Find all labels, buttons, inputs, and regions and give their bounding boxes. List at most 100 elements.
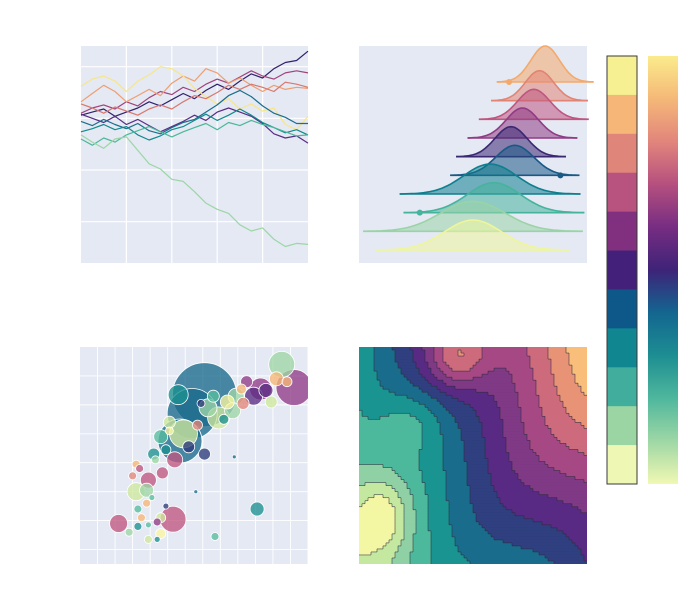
contour-cell (455, 461, 459, 466)
contour-cell (584, 488, 587, 493)
contour-cell (377, 449, 381, 454)
contour-cell (554, 467, 558, 472)
contour-cell (437, 476, 441, 481)
contour-cell (359, 401, 363, 405)
contour-cell (536, 533, 540, 538)
contour-cell (473, 359, 477, 363)
contour-cell (407, 422, 411, 426)
contour-cell (386, 365, 390, 369)
contour-cell (560, 401, 564, 405)
contour-cell (434, 437, 438, 442)
contour-cell (401, 407, 405, 411)
contour-cell (515, 455, 519, 460)
contour-cell (392, 500, 396, 505)
contour-cell (521, 431, 525, 435)
contour-cell (434, 434, 438, 439)
contour-cell (452, 392, 456, 396)
contour-cell (389, 479, 393, 484)
contour-cell (578, 404, 582, 408)
contour-cell (518, 464, 522, 469)
contour-cell (479, 395, 483, 399)
contour-cell (443, 443, 447, 448)
contour-cell (464, 536, 468, 541)
contour-cell (569, 395, 573, 399)
contour-cell (530, 359, 534, 363)
contour-cell (446, 473, 450, 478)
contour-cell (533, 467, 537, 472)
contour-cell (473, 437, 477, 442)
bubble-scatter-chart (80, 347, 309, 564)
contour-cell (443, 533, 447, 538)
contour-cell (494, 455, 498, 460)
contour-cell (548, 398, 552, 402)
contour-cell (581, 404, 585, 408)
contour-cell (467, 347, 471, 351)
contour-cell (377, 488, 381, 493)
contour-cell (449, 410, 453, 414)
contour-cell (413, 386, 417, 390)
contour-cell (512, 350, 516, 354)
contour-cell (494, 509, 498, 514)
contour-cell (371, 416, 375, 420)
contour-cell (563, 503, 567, 508)
contour-cell (566, 470, 570, 475)
contour-cell (503, 512, 507, 517)
contour-cell (533, 488, 537, 493)
contour-cell (392, 413, 396, 417)
contour-cell (437, 356, 441, 360)
contour-cell (500, 518, 504, 523)
contour-cell (401, 500, 405, 505)
contour-cell (503, 533, 507, 538)
contour-cell (494, 422, 498, 426)
contour-cell (542, 440, 546, 445)
contour-cell (494, 407, 498, 411)
contour-cell (431, 362, 435, 366)
contour-cell (536, 473, 540, 478)
contour-cell (461, 359, 465, 363)
contour-cell (458, 359, 462, 363)
contour-cell (362, 398, 366, 402)
contour-cell (494, 395, 498, 399)
contour-cell (542, 470, 546, 475)
contour-cell (494, 497, 498, 502)
contour-cell (551, 431, 555, 435)
contour-cell (407, 458, 411, 463)
contour-cell (452, 395, 456, 399)
contour-cell (431, 476, 435, 481)
contour-cell (581, 527, 585, 532)
contour-cell (374, 404, 378, 408)
contour-cell (431, 515, 435, 520)
contour-cell (428, 536, 432, 541)
contour-cell (491, 518, 495, 523)
contour-cell (365, 425, 369, 429)
contour-cell (434, 413, 438, 417)
contour-cell (407, 419, 411, 423)
contour-cell (476, 491, 480, 496)
contour-cell (389, 347, 393, 351)
contour-cell (425, 467, 429, 472)
contour-cell (548, 482, 552, 487)
contour-cell (437, 365, 441, 369)
contour-cell (524, 491, 528, 496)
contour-cell (479, 494, 483, 499)
contour-cell (449, 515, 453, 520)
contour-cell (485, 389, 489, 393)
contour-cell (518, 422, 522, 426)
contour-cell (452, 377, 456, 381)
contour-cell (401, 452, 405, 457)
contour-cell (572, 527, 576, 532)
contour-cell (362, 386, 366, 390)
contour-cell (383, 383, 387, 387)
contour-cell (467, 374, 471, 378)
contour-cell (569, 446, 573, 451)
contour-cell (362, 380, 366, 384)
contour-cell (413, 527, 417, 532)
contour-cell (476, 377, 480, 381)
contour-cell (395, 392, 399, 396)
contour-cell (446, 365, 450, 369)
contour-cell (530, 452, 534, 457)
contour-cell (515, 353, 519, 357)
contour-cell (557, 374, 561, 378)
contour-cell (482, 380, 486, 384)
contour-cell (569, 485, 573, 490)
